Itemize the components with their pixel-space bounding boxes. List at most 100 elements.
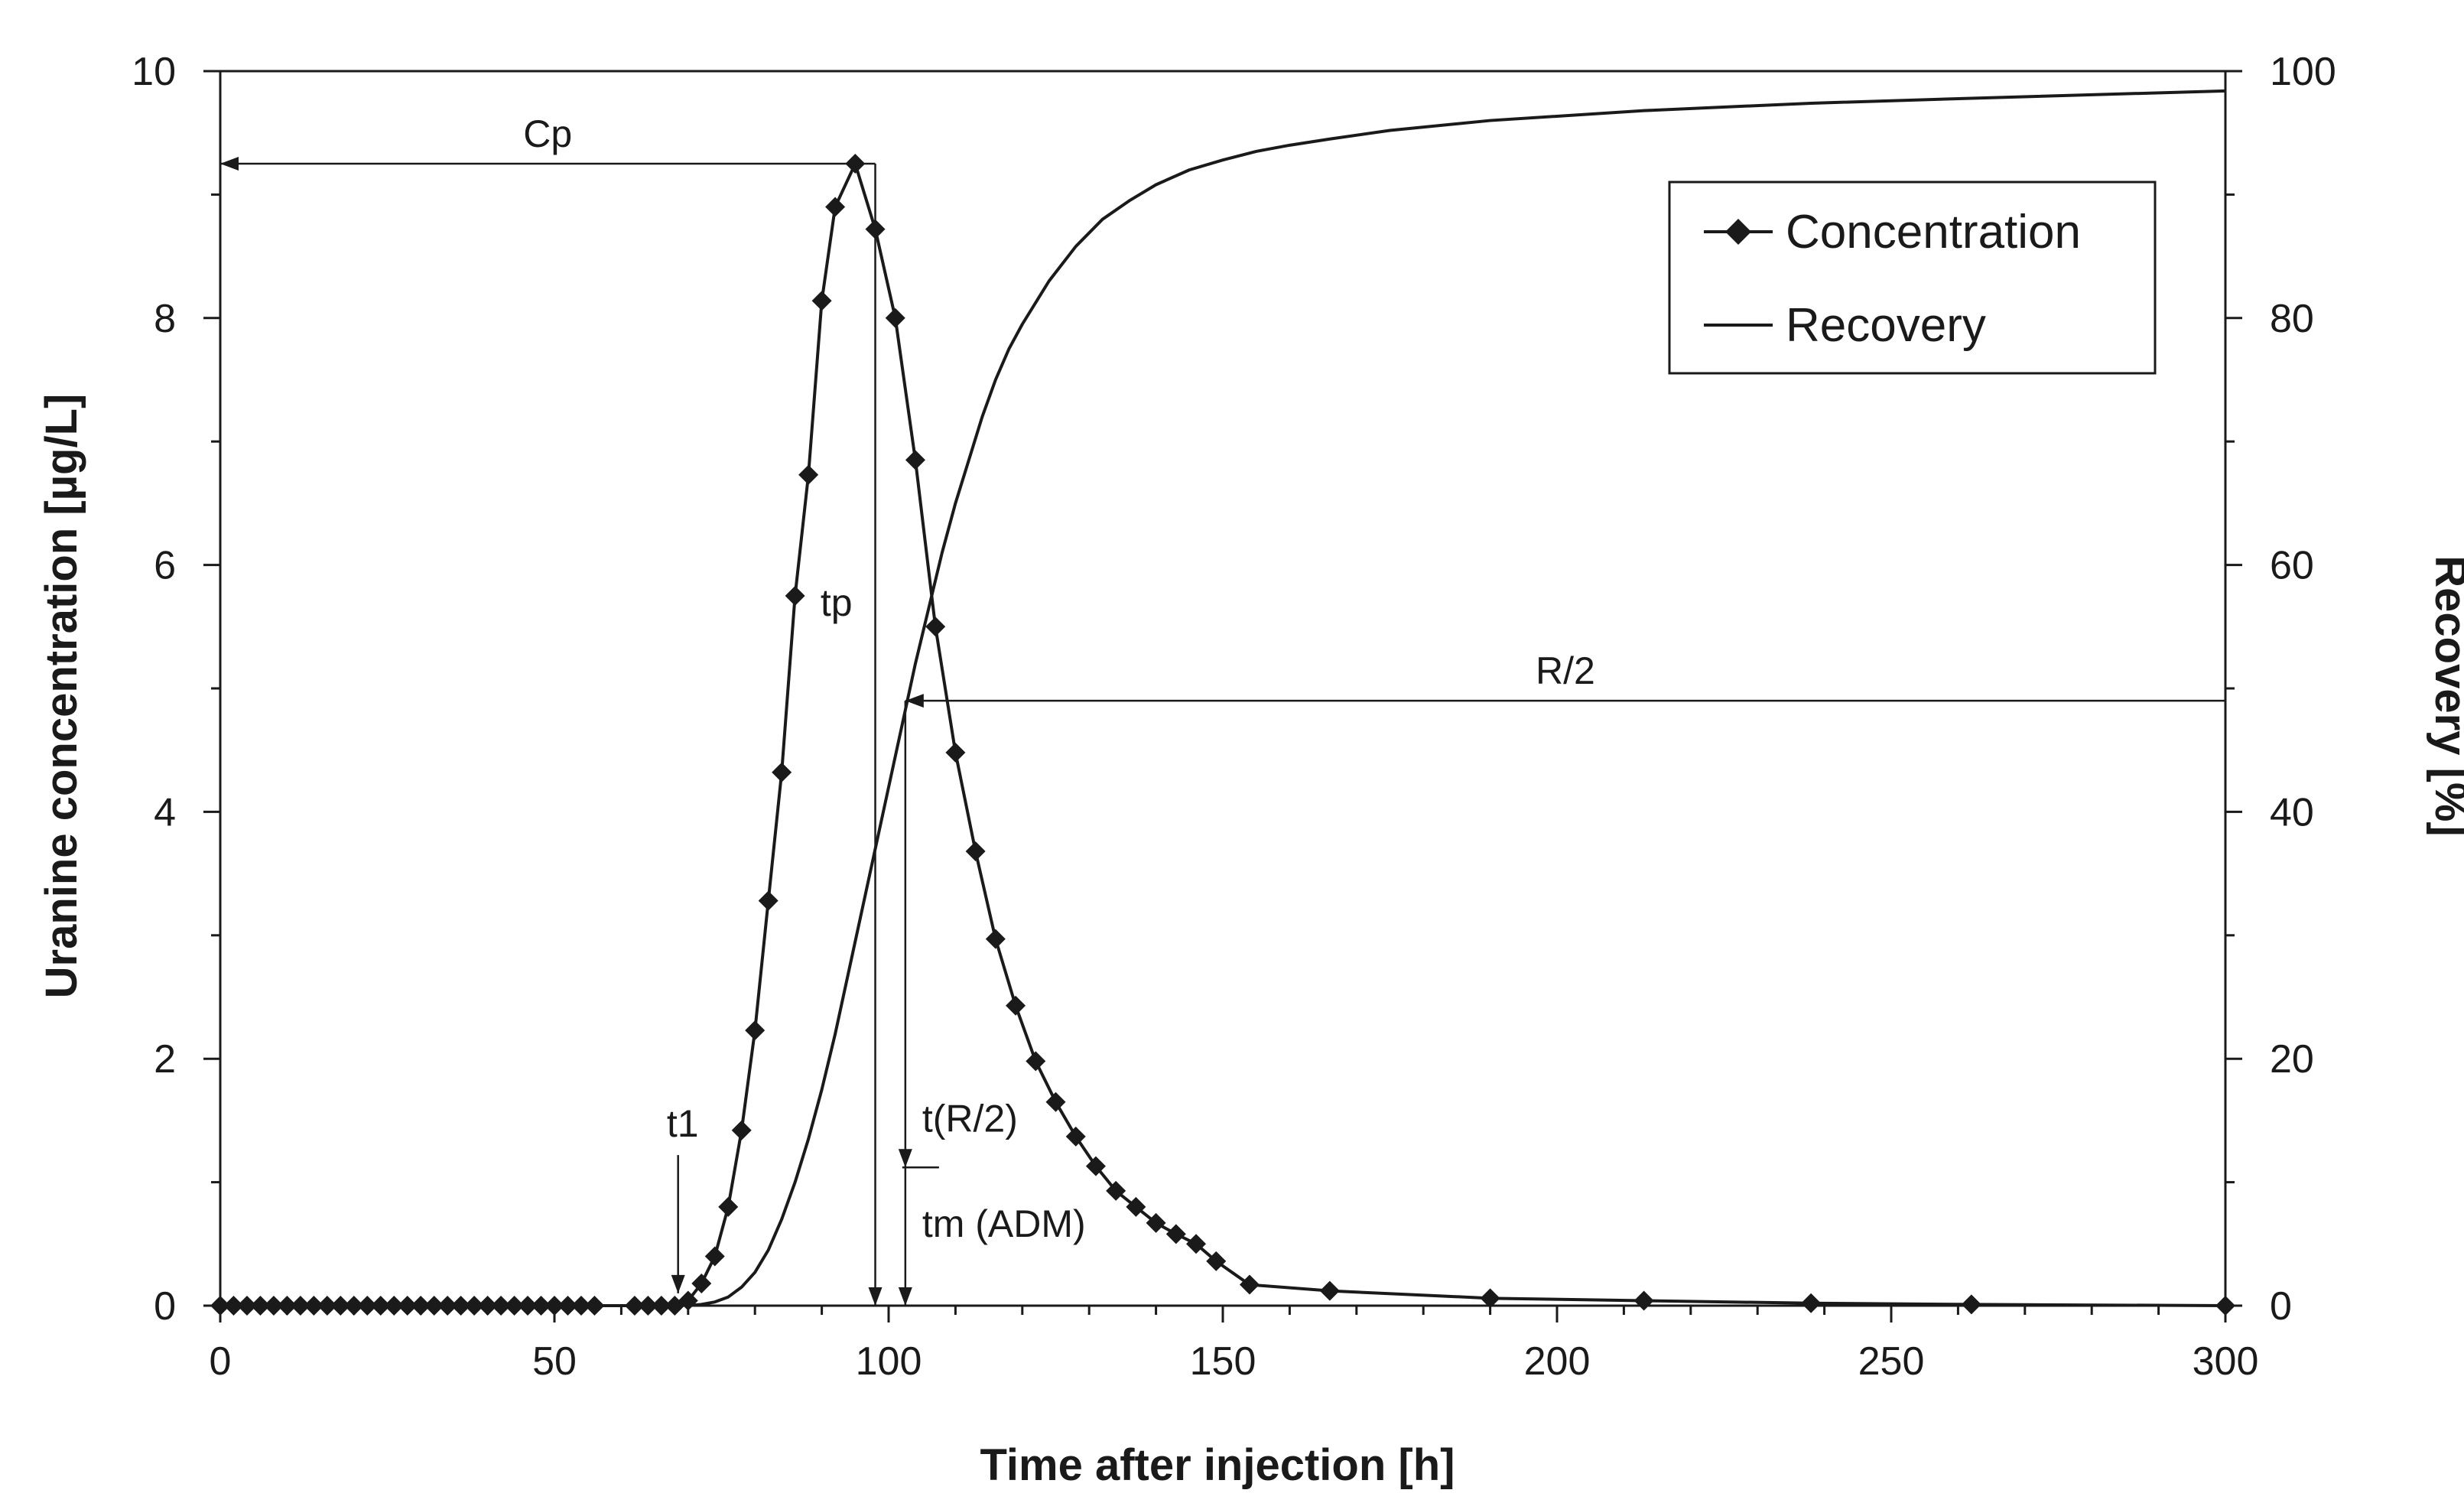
y2-axis-title: Recovery [%]: [2426, 555, 2464, 836]
concentration-point: [1045, 1091, 1066, 1112]
concentration-point: [885, 307, 905, 328]
concentration-point: [236, 1296, 257, 1316]
concentration-point: [1026, 1051, 1046, 1072]
y-tick-label: 4: [154, 790, 176, 834]
concentration-point: [477, 1296, 498, 1316]
annotation-tp-label: tp: [821, 581, 853, 624]
concentration-point: [624, 1296, 645, 1316]
concentration-point: [384, 1296, 405, 1316]
concentration-point: [1319, 1280, 1340, 1301]
concentration-point: [965, 841, 986, 862]
annotation-tp-arrowhead: [868, 1287, 883, 1306]
concentration-point: [531, 1296, 551, 1316]
concentration-point: [731, 1120, 752, 1140]
y2-tick-label: 60: [2270, 544, 2314, 588]
concentration-point: [704, 1246, 725, 1267]
concentration-point: [758, 890, 779, 911]
concentration-point: [2215, 1296, 2235, 1316]
concentration-point: [370, 1296, 391, 1316]
annotation-r-2-label: R/2: [1536, 649, 1595, 692]
concentration-point: [544, 1296, 564, 1316]
concentration-point: [1186, 1234, 1207, 1254]
concentration-point: [290, 1296, 310, 1316]
x-tick-label: 250: [1858, 1339, 1925, 1384]
legend-box: [1668, 181, 2157, 375]
concentration-point: [411, 1296, 431, 1316]
concentration-point: [250, 1296, 271, 1316]
x-tick-label: 300: [2193, 1339, 2259, 1384]
y2-tick-label: 40: [2270, 790, 2314, 834]
concentration-point: [785, 585, 805, 606]
legend-concentration-marker: [1725, 219, 1751, 245]
concentration-point: [905, 450, 925, 470]
concentration-point: [638, 1296, 658, 1316]
concentration-point: [304, 1296, 324, 1316]
concentration-point: [518, 1296, 538, 1316]
annotation-r-2-arrowhead: [905, 694, 924, 708]
concentration-point: [277, 1296, 297, 1316]
concentration-point: [317, 1296, 337, 1316]
y2-tick-label: 0: [2270, 1284, 2292, 1329]
concentration-point: [845, 154, 866, 174]
concentration-point: [825, 197, 846, 217]
recovery-line: [688, 89, 2226, 1307]
x-tick-label: 200: [1524, 1339, 1591, 1384]
concentration-point: [491, 1296, 512, 1316]
concentration-point: [1480, 1288, 1500, 1309]
concentration-point: [1106, 1180, 1126, 1201]
legend: Concentration Recovery: [1668, 181, 2157, 375]
concentration-point: [397, 1296, 418, 1316]
concentration-point: [945, 742, 966, 763]
y-tick-label: 0: [154, 1284, 176, 1329]
annotation-cp-label: Cp: [523, 112, 572, 155]
concentration-point: [437, 1296, 458, 1316]
y2-tick-label: 20: [2270, 1037, 2314, 1082]
concentration-point: [1146, 1212, 1166, 1233]
annotation-tm-adm-arrowhead: [898, 1287, 912, 1306]
annotation-t-r-2-label: t(R/2): [922, 1098, 1018, 1140]
concentration-point: [223, 1296, 244, 1316]
y-tick-label: 8: [154, 297, 176, 341]
concentration-point: [1126, 1196, 1146, 1217]
legend-recovery-label: Recovery: [1786, 299, 1986, 352]
concentration-point: [1239, 1274, 1260, 1295]
concentration-point: [811, 291, 832, 311]
concentration-point: [210, 1296, 230, 1316]
concentration-point: [1961, 1294, 1981, 1315]
concentration-point: [464, 1296, 485, 1316]
concentration-point: [772, 762, 792, 782]
concentration-point: [343, 1296, 364, 1316]
x-tick-label: 50: [532, 1339, 577, 1384]
annotation-t1-arrowhead: [671, 1274, 685, 1293]
concentration-point: [1165, 1224, 1186, 1244]
concentration-point: [1006, 995, 1026, 1016]
annotation-t1-label: t1: [667, 1102, 699, 1145]
concentration-point: [570, 1296, 591, 1316]
concentration-point: [1633, 1290, 1654, 1311]
y2-tick-label: 100: [2270, 50, 2336, 94]
concentration-point: [1065, 1126, 1086, 1147]
concentration-point: [1085, 1156, 1106, 1176]
concentration-point: [330, 1296, 351, 1316]
y-axis-title: Uranine concentration [µg/L]: [37, 394, 86, 999]
x-tick-label: 150: [1190, 1339, 1256, 1384]
concentration-point: [263, 1296, 284, 1316]
concentration-point: [1801, 1293, 1822, 1313]
series-layer: [210, 89, 2235, 1316]
x-axis-title: Time after injection [h]: [980, 1440, 1455, 1490]
concentration-point: [424, 1296, 444, 1316]
y-tick-label: 2: [154, 1037, 176, 1082]
x-tick-label: 100: [856, 1339, 922, 1384]
concentration-point: [651, 1296, 671, 1316]
concentration-point: [925, 616, 946, 637]
concentration-point: [865, 219, 886, 239]
y-tick-label: 10: [132, 50, 176, 94]
concentration-point: [718, 1196, 739, 1217]
concentration-point: [985, 929, 1006, 949]
annotation-cp-arrowhead: [220, 157, 239, 171]
concentration-point: [504, 1296, 525, 1316]
x-tick-label: 0: [210, 1339, 232, 1384]
annotation-tm-adm-label: tm (ADM): [922, 1202, 1086, 1245]
